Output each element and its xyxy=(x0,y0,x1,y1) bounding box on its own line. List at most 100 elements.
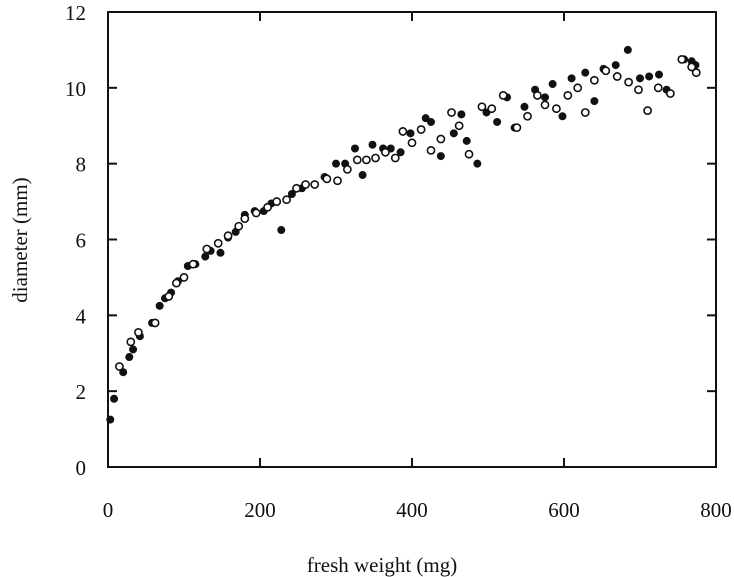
open-data-point xyxy=(563,91,573,100)
open-data-point xyxy=(498,91,508,100)
open-data-point xyxy=(523,111,532,121)
open-data-point xyxy=(426,145,436,155)
filled-data-point xyxy=(558,112,567,121)
y-tick-label: 4 xyxy=(76,304,87,328)
open-data-point xyxy=(272,197,282,206)
open-data-point xyxy=(150,318,160,328)
open-data-point xyxy=(447,108,456,117)
filled-data-point xyxy=(201,252,210,261)
open-data-point xyxy=(601,66,611,76)
x-tick-label: 200 xyxy=(244,498,276,522)
open-data-point xyxy=(213,238,223,248)
open-data-point xyxy=(282,195,291,205)
open-data-point xyxy=(552,104,561,114)
x-tick-label: 400 xyxy=(396,498,428,522)
x-tick-label: 0 xyxy=(103,498,114,522)
open-data-point xyxy=(612,72,622,81)
open-data-point xyxy=(454,121,464,131)
open-data-point xyxy=(487,104,497,114)
filled-data-point xyxy=(645,72,654,81)
y-tick-label: 10 xyxy=(65,77,86,101)
filled-data-point xyxy=(396,148,405,157)
open-data-point xyxy=(310,180,320,189)
open-data-point xyxy=(322,174,332,184)
filled-data-point xyxy=(368,140,377,149)
open-data-point xyxy=(380,147,390,157)
x-tick-label: 600 xyxy=(548,498,580,522)
open-data-point xyxy=(352,155,362,165)
filled-data-point xyxy=(155,301,164,310)
open-data-point xyxy=(407,138,417,148)
y-tick-label: 12 xyxy=(65,1,86,25)
filled-data-point xyxy=(590,97,599,106)
open-data-point xyxy=(333,176,342,186)
open-data-point xyxy=(126,337,136,347)
filled-data-point xyxy=(106,415,115,424)
filled-data-point xyxy=(406,129,415,138)
open-data-point xyxy=(573,83,583,93)
open-data-point xyxy=(292,183,301,193)
open-data-point xyxy=(202,244,212,254)
filled-data-point xyxy=(331,159,340,168)
open-data-point xyxy=(624,77,633,87)
filled-data-point xyxy=(567,74,576,83)
filled-data-point xyxy=(473,159,482,168)
open-data-point xyxy=(416,125,426,134)
open-data-point xyxy=(398,127,408,136)
filled-data-point xyxy=(277,226,286,235)
open-data-point xyxy=(590,75,599,85)
open-data-point xyxy=(477,102,487,112)
open-data-point xyxy=(643,106,652,115)
y-tick-label: 8 xyxy=(76,153,87,177)
x-tick-label: 800 xyxy=(700,498,732,522)
open-data-point xyxy=(390,153,400,163)
open-data-point xyxy=(691,68,701,78)
filled-data-point xyxy=(457,110,466,119)
open-data-point xyxy=(512,123,522,133)
open-data-point xyxy=(133,327,143,337)
y-axis-tick-labels: 0 2 4 6 8 10 12 xyxy=(65,1,87,480)
open-data-point xyxy=(464,149,474,159)
open-data-point xyxy=(653,83,663,93)
filled-data-point xyxy=(636,74,645,83)
filled-data-point xyxy=(623,45,632,54)
open-data-point xyxy=(687,62,697,72)
open-data-point xyxy=(666,89,675,98)
filled-data-point xyxy=(287,189,296,198)
filled-data-point xyxy=(655,70,664,79)
open-data-point xyxy=(164,291,174,301)
filled-data-point xyxy=(493,117,502,126)
filled-data-point xyxy=(358,171,367,180)
open-data-point xyxy=(240,214,250,224)
open-data-point xyxy=(223,231,233,241)
open-data-point xyxy=(634,85,643,95)
x-axis-ticks xyxy=(107,12,717,467)
filled-data-point xyxy=(421,114,430,123)
open-data-point xyxy=(533,91,542,100)
series-filled-points xyxy=(106,45,700,424)
open-data-point xyxy=(371,153,380,163)
filled-data-point xyxy=(125,353,134,362)
x-axis-tick-labels: 0 200 400 600 800 xyxy=(103,498,732,522)
y-tick-label: 6 xyxy=(76,229,87,253)
open-data-point xyxy=(580,108,590,117)
open-data-point xyxy=(171,278,181,288)
filled-data-point xyxy=(462,136,471,145)
open-data-point xyxy=(436,134,446,144)
x-axis-label: fresh weight (mg) xyxy=(307,553,457,577)
open-data-point xyxy=(115,362,124,371)
y-tick-label: 0 xyxy=(76,456,87,480)
open-data-point xyxy=(361,155,371,165)
y-axis-ticks xyxy=(108,11,716,468)
filled-data-point xyxy=(548,80,557,89)
y-tick-label: 2 xyxy=(76,380,87,404)
series-open-points xyxy=(115,54,701,371)
open-data-point xyxy=(234,221,244,231)
filled-data-point xyxy=(216,248,225,257)
open-data-point xyxy=(188,259,198,269)
open-data-point xyxy=(179,273,189,282)
filled-data-point xyxy=(520,102,529,111)
open-data-point xyxy=(677,54,687,64)
filled-data-point xyxy=(581,68,590,77)
